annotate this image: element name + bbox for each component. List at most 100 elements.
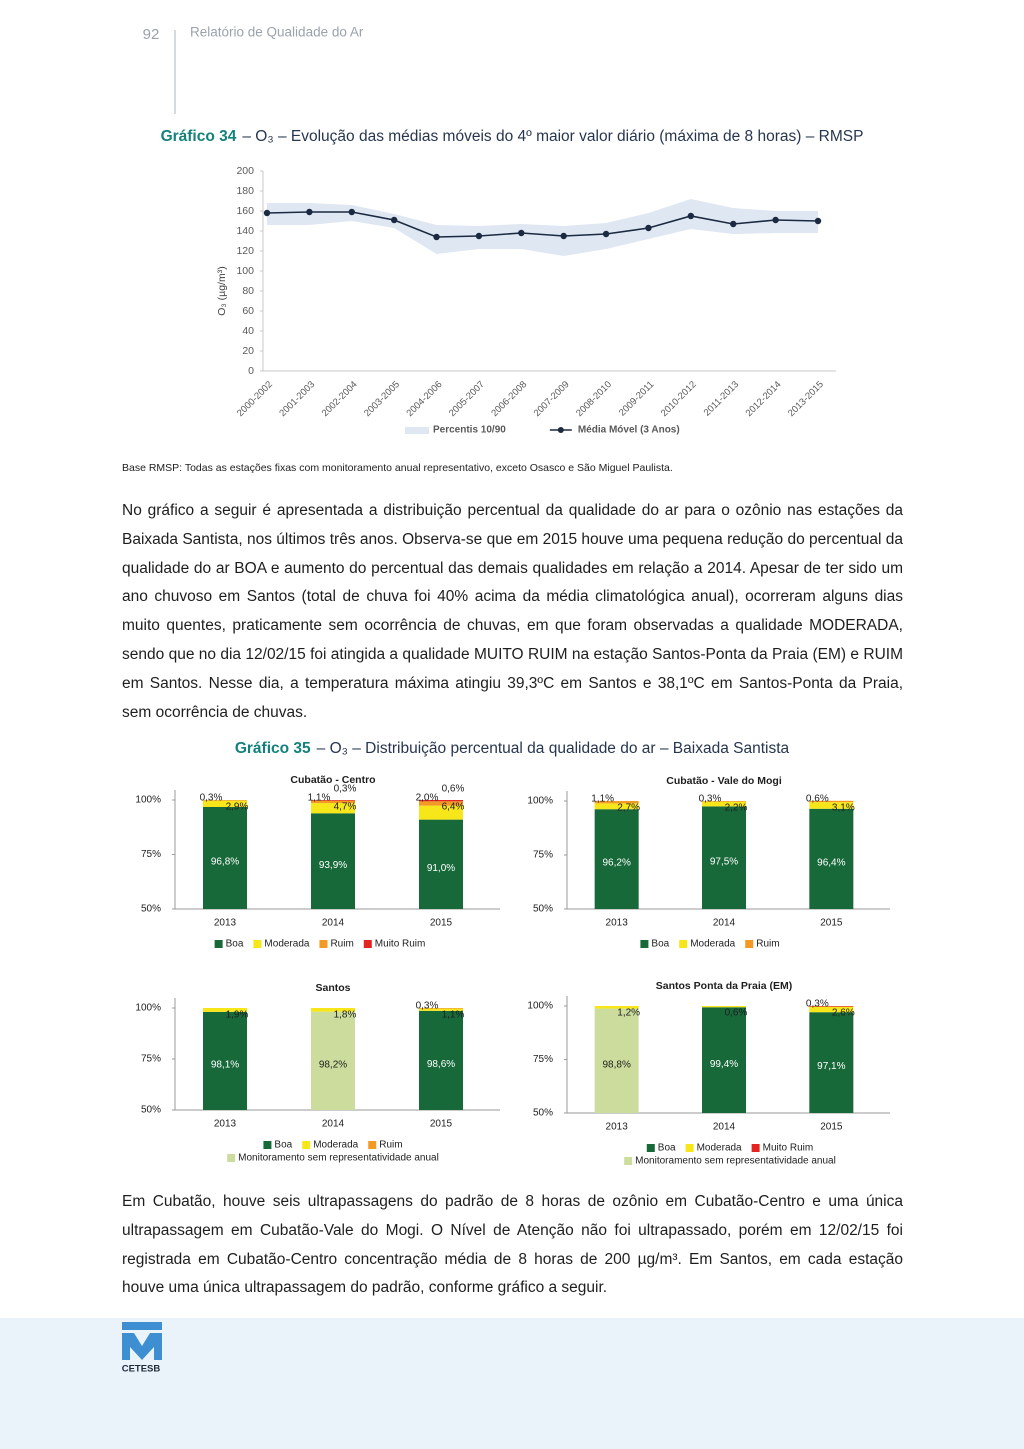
value-label: 3,1% (832, 803, 855, 814)
chart-note: Base RMSP: Todas as estações fixas com m… (122, 462, 673, 474)
y-tick-label: 50% (533, 904, 553, 915)
cetesb-logo: CETESB (122, 1322, 162, 1375)
legend-label: Ruim (330, 939, 353, 950)
x-tick-label: 2009-2011 (617, 379, 656, 418)
legend-swatch (557, 427, 564, 433)
data-point (263, 209, 271, 217)
bar-segment (702, 801, 746, 807)
data-point (772, 216, 779, 224)
y-tick-label: 80 (242, 285, 254, 297)
y-tick-label: 160 (236, 205, 254, 217)
value-label: 2,7% (617, 803, 640, 814)
data-point (814, 217, 822, 225)
x-tick-label: 2000-2002 (235, 379, 275, 419)
value-label: 91,0% (427, 863, 455, 874)
legend-swatch (302, 1141, 311, 1149)
legend-row: Boa Moderada Muito Ruim (646, 1143, 814, 1154)
value-label: 6,4% (442, 802, 465, 813)
x-tick-label: 2007-2009 (532, 379, 572, 419)
value-label: 1,9% (226, 1010, 249, 1021)
value-label: 0,3% (806, 999, 829, 1010)
bar-segment (809, 802, 854, 809)
bar-segment (594, 809, 639, 909)
legend-label: Monitoramento sem representatividade anu… (635, 1156, 836, 1167)
value-label: 98,2% (319, 1059, 347, 1070)
y-tick-label: 75% (141, 1054, 161, 1065)
y-tick-label: 50% (141, 1105, 161, 1116)
logo-text: CETESB (122, 1364, 161, 1375)
bar-segment (809, 1012, 854, 1113)
bar-segment (203, 806, 247, 909)
value-label: 0,3% (416, 1001, 439, 1012)
value-label: 1,1% (308, 793, 331, 804)
legend-swatch (751, 1144, 760, 1152)
y-tick-label: 40 (242, 325, 254, 337)
value-label: 4,7% (334, 802, 357, 813)
legend-label: Muito Ruim (763, 1143, 814, 1154)
value-label: 97,5% (710, 856, 738, 867)
value-label: 96,8% (211, 857, 239, 868)
value-label: 98,8% (602, 1059, 630, 1070)
legend-swatch (263, 1141, 272, 1149)
y-tick-label: 120 (236, 245, 254, 257)
chart-subtitle: Santos (315, 982, 350, 994)
bar-segment (311, 800, 355, 804)
bar-segment (809, 800, 854, 803)
value-label: 0,3% (200, 793, 223, 804)
legend-swatch (214, 940, 223, 948)
value-label: 2,6% (832, 1008, 855, 1019)
paragraph: Em Cubatão, houve seis ultrapassagens do… (122, 1193, 903, 1297)
y-tick-label: 200 (236, 165, 254, 177)
x-tick-label: 2014 (713, 918, 736, 929)
figure-title: – O₃ – Distribuição percentual da qualid… (317, 740, 790, 757)
y-tick-label: 180 (236, 185, 254, 197)
value-label: 2,2% (725, 803, 748, 814)
bar-segment (809, 1006, 854, 1013)
legend-swatch (745, 940, 754, 948)
y-tick-label: 50% (141, 904, 161, 915)
x-tick-label: 2015 (430, 918, 453, 929)
legend-swatch (679, 940, 688, 948)
y-tick-label: 100 (236, 265, 254, 277)
bar-segment (809, 1006, 854, 1007)
y-tick-label: 75% (141, 849, 161, 860)
bar-segment (419, 819, 463, 909)
value-label: 2,9% (226, 802, 249, 813)
value-label: 0,3% (699, 794, 722, 805)
bar-segment (594, 1006, 639, 1009)
x-tick-label: 2014 (713, 1122, 736, 1133)
value-label: 96,4% (817, 858, 845, 869)
paragraph: No gráfico a seguir é apresentada a dist… (122, 502, 903, 721)
x-tick-label: 2014 (322, 918, 345, 929)
value-label: 0,6% (442, 784, 465, 795)
y-tick-label: 75% (533, 1054, 553, 1065)
legend-swatch (646, 1144, 655, 1152)
legend-row: Monitoramento sem representatividade anu… (624, 1156, 836, 1167)
legend-label: Percentis 10/90 (433, 425, 506, 436)
y-tick-label: 75% (533, 850, 553, 861)
data-point (518, 229, 525, 237)
chart-subtitle: Cubatão - Vale do Mogi (666, 775, 782, 787)
data-point (560, 232, 567, 240)
bar-segment (311, 1008, 355, 1012)
figure-label: Gráfico 35 (235, 740, 311, 757)
chart-subtitle: Cubatão - Centro (290, 774, 375, 786)
data-point (602, 230, 610, 238)
y-tick-label: 0 (248, 365, 254, 377)
value-label: 98,6% (427, 1059, 455, 1070)
legend-label: Moderada (690, 939, 735, 950)
percentile-band (267, 199, 818, 256)
bar-segment (702, 1006, 746, 1008)
legend-row: Boa Moderada Ruim (640, 939, 780, 950)
bar-segment (594, 803, 639, 810)
legend-swatch (253, 940, 262, 948)
x-tick-label: 2013 (606, 1122, 629, 1133)
value-label: 97,1% (817, 1061, 845, 1072)
value-label: 0,3% (334, 784, 357, 795)
legend-label: Monitoramento sem representatividade anu… (238, 1153, 439, 1164)
value-label: 1,1% (591, 794, 614, 805)
page-number: 92 (143, 26, 160, 43)
x-tick-label: 2013 (214, 918, 237, 929)
bar-segment (702, 1007, 746, 1113)
